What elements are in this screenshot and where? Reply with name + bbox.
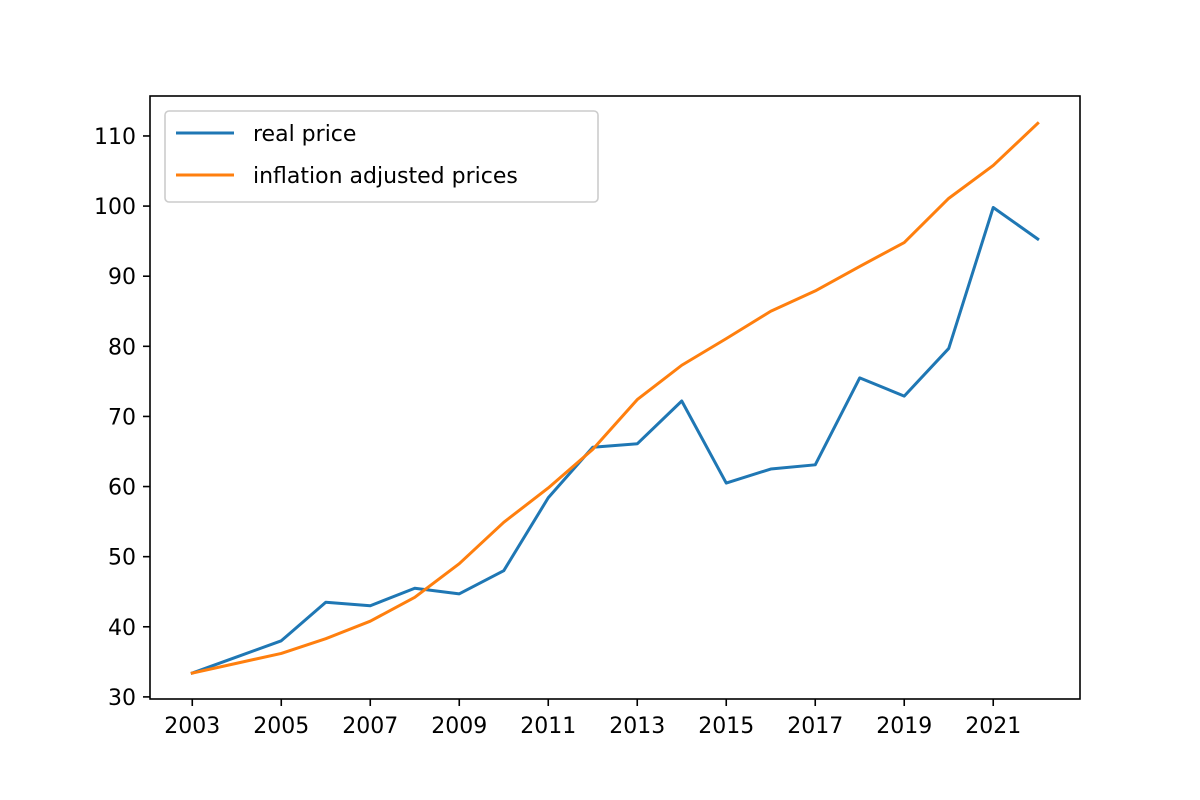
x-tick-label: 2005	[253, 714, 309, 739]
series-lines	[190, 121, 1040, 675]
plot-frame	[149, 95, 1081, 700]
legend-label-real-price: real price	[253, 122, 356, 147]
legend: real price inflation adjusted prices	[164, 110, 599, 203]
series-line-real-price	[190, 205, 1040, 675]
y-tick-label: 30	[108, 686, 136, 711]
x-tick-label: 2007	[342, 714, 398, 739]
x-tick-label: 2019	[876, 714, 932, 739]
x-tick-label: 2013	[609, 714, 665, 739]
y-tick-label: 40	[108, 616, 136, 641]
x-axis: 2003 2005 2007 2009 2011 2013 2015 2017 2019 2021	[164, 699, 1021, 739]
y-tick-label: 110	[94, 125, 136, 150]
x-tick-label: 2003	[164, 714, 220, 739]
x-tick-label: 2017	[787, 714, 843, 739]
y-tick-label: 60	[108, 476, 136, 501]
y-tick-label: 80	[108, 335, 136, 360]
legend-box	[164, 110, 599, 203]
y-tick-label: 90	[108, 265, 136, 290]
series-line-inflation-adjusted-prices	[190, 121, 1040, 675]
y-tick-label: 70	[108, 405, 136, 430]
x-tick-label: 2021	[965, 714, 1021, 739]
legend-label-inflation-adjusted-prices: inflation adjusted prices	[253, 164, 518, 189]
y-tick-label: 50	[108, 546, 136, 571]
x-tick-label: 2015	[698, 714, 754, 739]
x-tick-label: 2009	[431, 714, 487, 739]
y-tick-label: 100	[94, 195, 136, 220]
y-axis: 30 40 50 60 70 80 90 100 110	[94, 125, 150, 711]
x-tick-label: 2011	[520, 714, 576, 739]
